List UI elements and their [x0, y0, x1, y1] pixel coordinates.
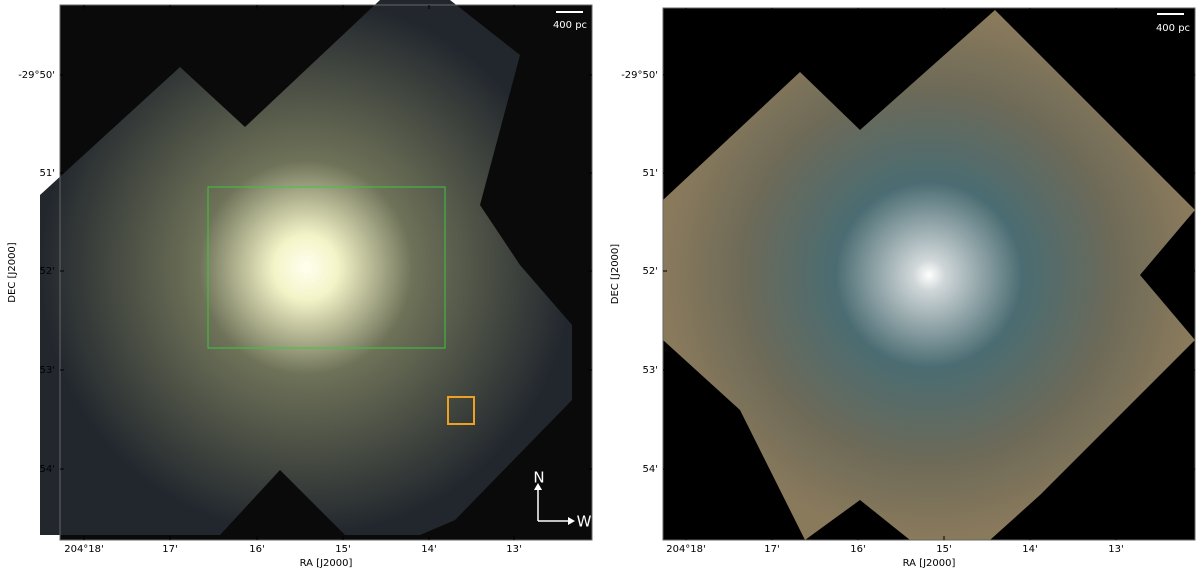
x-tick-label: 15' [335, 544, 350, 555]
scale-bar-label: 400 pc [553, 20, 587, 31]
arrow-head [534, 483, 542, 490]
x-axis-label: RA [J2000] [300, 558, 353, 569]
left-panel [40, 0, 593, 541]
x-axis-label: RA [J2000] [903, 558, 956, 569]
x-tick-label: 13' [1108, 544, 1123, 555]
axes-frame [662, 7, 1196, 541]
axes-frame [59, 4, 593, 541]
x-tick-label: 17' [162, 544, 177, 555]
x-tick-label: 16' [850, 544, 865, 555]
x-tick-label: 15' [936, 544, 951, 555]
x-tick-label: 14' [1022, 544, 1037, 555]
y-tick-label: 53' [643, 365, 658, 376]
right-panel [662, 7, 1196, 541]
y-tick-label: 54' [40, 464, 55, 475]
y-axis-label: DEC [J2000] [610, 244, 621, 304]
x-tick-label: 13' [506, 544, 521, 555]
zoom-box [207, 186, 446, 349]
y-tick-label: 51' [643, 168, 658, 179]
y-tick-label: -29°50' [621, 70, 658, 81]
compass-north: N [533, 469, 544, 487]
galaxy-image [40, 0, 572, 535]
y-tick-label: 52' [643, 266, 658, 277]
x-tick-label: 17' [764, 544, 779, 555]
y-tick-label: 53' [40, 365, 55, 376]
y-tick-label: -29°50' [18, 70, 55, 81]
compass-west: W [577, 513, 592, 531]
x-tick-label: 204°18' [666, 544, 706, 555]
scale-bar-label: 400 pc [1156, 23, 1190, 34]
arrow-head [568, 517, 575, 525]
x-tick-label: 14' [421, 544, 436, 555]
region-box [447, 396, 475, 425]
y-axis-label: DEC [J2000] [7, 242, 18, 302]
galaxy-image [663, 10, 1195, 540]
x-tick-label: 16' [249, 544, 264, 555]
y-tick-label: 51' [40, 168, 55, 179]
y-tick-label: 52' [40, 266, 55, 277]
y-tick-label: 54' [643, 464, 658, 475]
x-tick-label: 204°18' [64, 544, 104, 555]
